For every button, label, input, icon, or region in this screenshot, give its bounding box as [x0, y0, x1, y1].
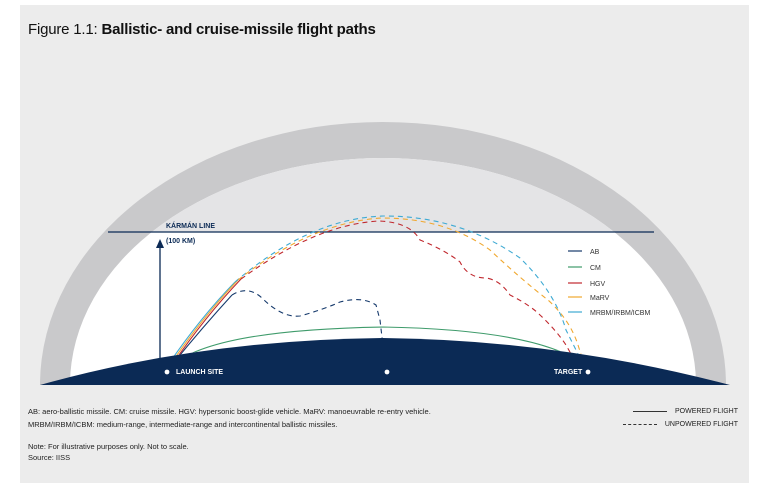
note-text: Note: For illustrative purposes only. No…: [28, 442, 189, 451]
launch-site-label: LAUNCH SITE: [176, 369, 223, 376]
abbreviations: AB: aero-ballistic missile. CM: cruise m…: [28, 405, 498, 431]
dashed-line-sample: [622, 424, 657, 425]
abbreviations-line-2: MRBM/IRBM/ICBM: medium-range, intermedia…: [28, 420, 338, 429]
figure-title-text: Ballistic- and cruise-missile flight pat…: [101, 21, 376, 38]
hgv-unpowered: [240, 220, 581, 371]
ab-unpowered: [231, 290, 387, 373]
unpowered-flight-label: UNPOWERED FLIGHT: [664, 421, 738, 428]
earth: [40, 338, 730, 385]
figure-label: Figure 1.1:: [28, 21, 98, 38]
powered-flight-label: POWERED FLIGHT: [674, 408, 738, 415]
legend-ab-label: AB: [590, 249, 600, 256]
karman-line-label: KÁRMÁN LINE: [166, 221, 215, 230]
flight-type-legend: POWERED FLIGHT UNPOWERED FLIGHT: [618, 405, 738, 431]
altitude-arrowhead: [156, 239, 164, 248]
figure-title: Figure 1.1: Ballistic- and cruise-missil…: [28, 21, 376, 38]
abbreviations-line-1: AB: aero-ballistic missile. CM: cruise m…: [28, 407, 431, 416]
solid-line-sample: [632, 411, 667, 412]
cm-trajectory: [166, 326, 591, 372]
legend-icbm-label: MRBM/IRBM/ICBM: [590, 310, 650, 317]
legend-hgv-label: HGV: [590, 281, 606, 288]
icbm-unpowered: [234, 215, 587, 371]
unpowered-flight-key: UNPOWERED FLIGHT: [618, 418, 738, 431]
powered-flight-key: POWERED FLIGHT: [618, 405, 738, 418]
notes: Note: For illustrative purposes only. No…: [28, 441, 189, 463]
legend-cm-label: CM: [590, 265, 601, 272]
target-marker: [585, 369, 591, 375]
legend-marv-label: MaRV: [590, 295, 610, 302]
midpoint-marker: [384, 369, 390, 375]
karman-altitude-label: (100 KM): [166, 238, 195, 245]
marv-unpowered: [237, 217, 587, 371]
launch-site-marker: [164, 369, 170, 375]
target-label: TARGET: [554, 369, 583, 376]
source-text: Source: IISS: [28, 453, 71, 462]
legend: AB CM HGV MaRV MRBM/IRBM/ICBM: [568, 249, 650, 317]
